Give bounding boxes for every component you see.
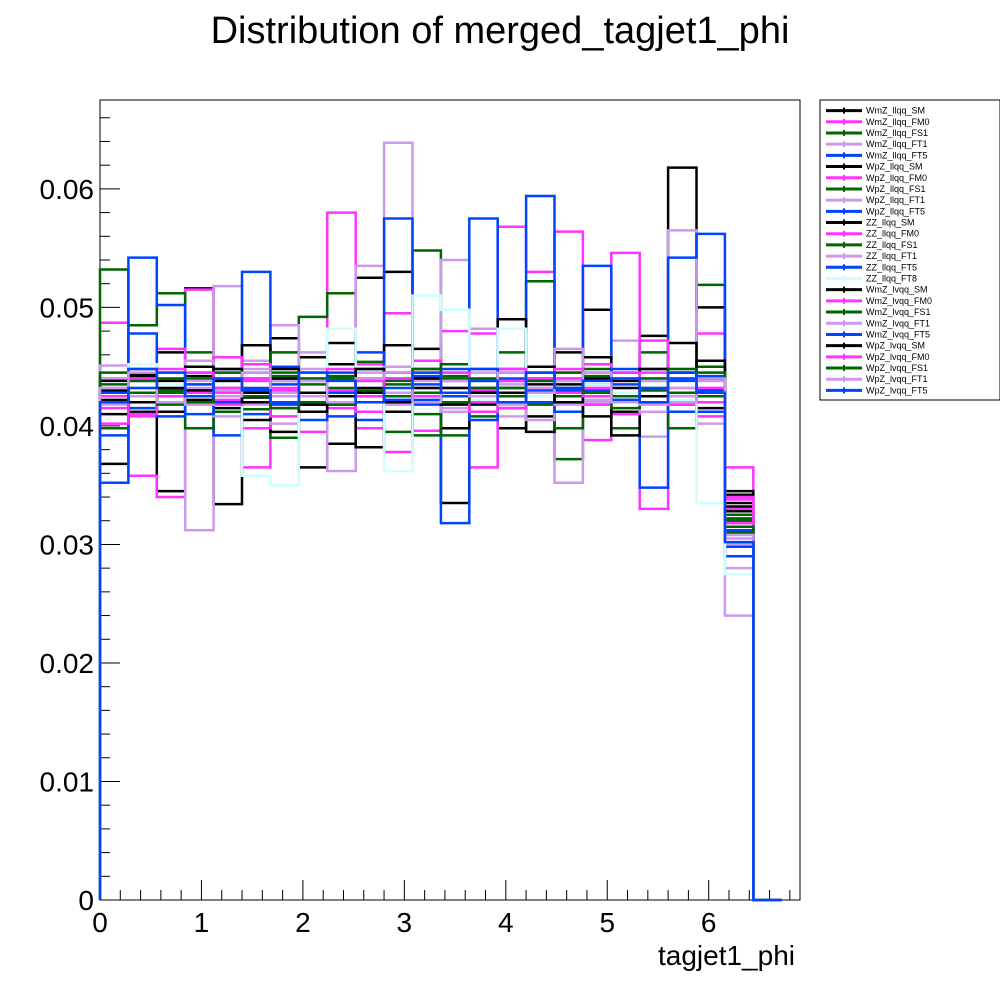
legend-label: WmZ_lvqq_FS1: [866, 307, 931, 317]
legend-entry: ZZ_llqq_FT8: [826, 273, 917, 283]
legend-label: WpZ_llqq_FT5: [866, 206, 925, 216]
legend-label: WpZ_lvqq_FS1: [866, 363, 928, 373]
legend-label: WmZ_llqq_FT5: [866, 150, 928, 160]
legend-label: WmZ_lvqq_FT5: [866, 329, 930, 339]
series-line-26: [98, 371, 782, 902]
legend-entry: WmZ_lvqq_FT1: [826, 318, 930, 328]
legend-entry: WmZ_llqq_FS1: [826, 128, 928, 138]
legend-label: WmZ_lvqq_FT1: [866, 318, 930, 328]
legend-entry: ZZ_llqq_FT1: [826, 251, 917, 261]
y-tick-label: 0.03: [40, 529, 95, 560]
legend-box: [819, 99, 1000, 401]
x-tick-label: 1: [194, 907, 210, 938]
y-tick-label: 0.06: [40, 174, 95, 205]
legend-label: WpZ_llqq_FT1: [866, 195, 925, 205]
legend-label: ZZ_llqq_FS1: [866, 240, 918, 250]
legend-entry: WpZ_llqq_FM0: [826, 173, 927, 183]
legend-label: ZZ_llqq_SM: [866, 218, 915, 228]
x-tick-label: 2: [295, 907, 311, 938]
x-axis-title: tagjet1_phi: [658, 940, 795, 971]
series-line-8: [98, 351, 782, 902]
legend-label: ZZ_llqq_FT1: [866, 251, 917, 261]
y-tick-label: 0.01: [40, 766, 95, 797]
legend-entry: WpZ_lvqq_FT5: [826, 385, 928, 395]
legend-entry: WpZ_lvqq_SM: [826, 341, 925, 351]
legend-entry: WpZ_llqq_SM: [826, 162, 923, 172]
legend-entry: ZZ_llqq_FT5: [826, 262, 917, 272]
x-tick-label: 3: [397, 907, 413, 938]
legend-entry: WpZ_lvqq_FM0: [826, 352, 930, 362]
x-tick-label: 0: [92, 907, 108, 938]
legend-label: WpZ_llqq_FM0: [866, 173, 927, 183]
legend-label: ZZ_llqq_FT8: [866, 273, 917, 283]
legend-entry: WpZ_llqq_FT1: [826, 195, 925, 205]
legend-label: WpZ_llqq_SM: [866, 162, 923, 172]
legend-entry: WpZ_llqq_FS1: [826, 184, 926, 194]
legend-entry: ZZ_llqq_FS1: [826, 240, 918, 250]
legend-entry: WmZ_llqq_FT5: [826, 150, 928, 160]
legend-label: WmZ_llqq_FT1: [866, 139, 928, 149]
legend-entry: ZZ_llqq_FM0: [826, 229, 919, 239]
legend-label: WmZ_lvqq_FM0: [866, 296, 932, 306]
legend: WmZ_llqq_SMWmZ_llqq_FM0WmZ_llqq_FS1WmZ_l…: [819, 99, 1000, 401]
y-tick-label: 0.04: [40, 411, 95, 442]
y-tick-label: 0.05: [40, 292, 95, 323]
legend-label: WpZ_lvqq_FM0: [866, 352, 930, 362]
chart-title: Distribution of merged_tagjet1_phi: [210, 10, 790, 52]
tick-labels: 0 1 2 3 4 5 6 0 0.01 0.02 0.03 0.04 0.05 0.06: [40, 174, 717, 938]
legend-label: WpZ_lvqq_SM: [866, 341, 925, 351]
legend-entry: WmZ_llqq_SM: [826, 106, 925, 116]
legend-entry: WmZ_lvqq_FM0: [826, 296, 932, 306]
legend-entry: WmZ_lvqq_FT5: [826, 329, 930, 339]
legend-label: WmZ_llqq_FS1: [866, 128, 928, 138]
legend-entry: ZZ_llqq_SM: [826, 218, 915, 228]
legend-entry: WmZ_llqq_FM0: [826, 117, 930, 127]
x-tick-label: 6: [701, 907, 717, 938]
x-tick-label: 5: [599, 907, 615, 938]
legend-label: ZZ_llqq_FT5: [866, 262, 917, 272]
legend-entry: WpZ_lvqq_FS1: [826, 363, 928, 373]
legend-label: WmZ_llqq_FM0: [866, 117, 930, 127]
x-tick-label: 4: [498, 907, 514, 938]
legend-entry: WmZ_llqq_FT1: [826, 139, 928, 149]
legend-label: ZZ_llqq_FM0: [866, 229, 919, 239]
legend-label: WpZ_llqq_FS1: [866, 184, 926, 194]
legend-label: WmZ_llqq_SM: [866, 106, 925, 116]
legend-label: WpZ_lvqq_FT5: [866, 385, 928, 395]
legend-entry: WpZ_lvqq_FT1: [826, 374, 928, 384]
axis-ticks: [99, 117, 791, 901]
plot-frame: [99, 99, 801, 901]
y-tick-label: 0: [78, 885, 94, 916]
legend-label: WpZ_lvqq_FT1: [866, 374, 928, 384]
legend-label: WmZ_lvqq_SM: [866, 285, 928, 295]
legend-entry: WmZ_lvqq_SM: [826, 285, 928, 295]
y-tick-label: 0.02: [40, 648, 95, 679]
legend-entry: WmZ_lvqq_FS1: [826, 307, 931, 317]
legend-entry: WpZ_llqq_FT5: [826, 206, 925, 216]
series-layer: [98, 141, 782, 902]
